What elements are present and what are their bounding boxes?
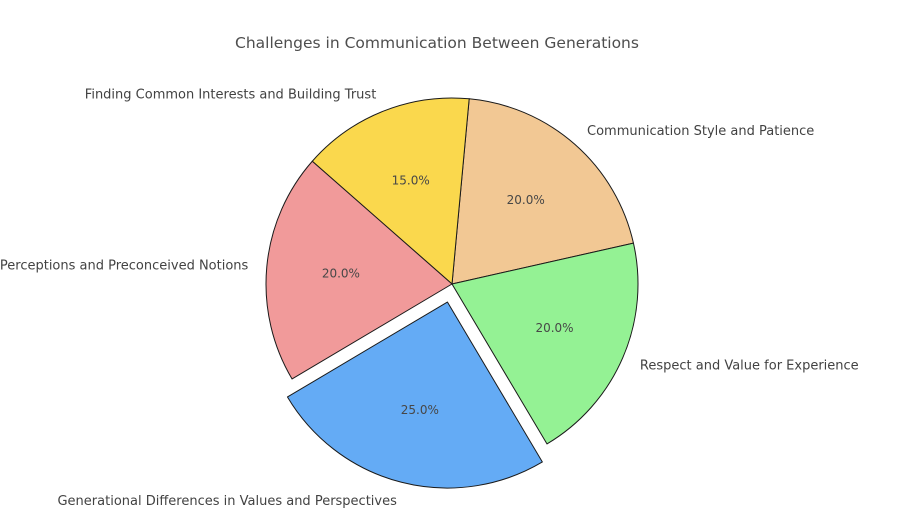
pie-slice-1 (451, 98, 634, 285)
pie-slice-3 (265, 160, 453, 380)
slice-label-4: Generational Differences in Values and P… (57, 494, 397, 509)
slice-percentage-2: 15.0% (392, 173, 430, 187)
slice-percentage-3: 20.0% (322, 267, 360, 281)
chart-title: Challenges in Communication Between Gene… (235, 34, 639, 52)
pie-slice-5 (451, 242, 639, 445)
slice-percentage-1: 20.0% (507, 193, 545, 207)
slice-percentage-5: 20.0% (535, 321, 573, 335)
pie-slice-2 (311, 97, 470, 285)
slice-label-1: Communication Style and Patience (587, 124, 814, 139)
slice-label-5: Respect and Value for Experience (640, 358, 859, 373)
slice-percentage-4: 25.0% (401, 403, 439, 417)
pie-slice-4 (286, 301, 543, 489)
pie-layer: 20.0% Communication Style and Patience 15.… (0, 87, 859, 508)
slice-label-2: Finding Common Interests and Building Tr… (85, 87, 377, 102)
slice-label-3: Perceptions and Preconceived Notions (0, 259, 249, 274)
